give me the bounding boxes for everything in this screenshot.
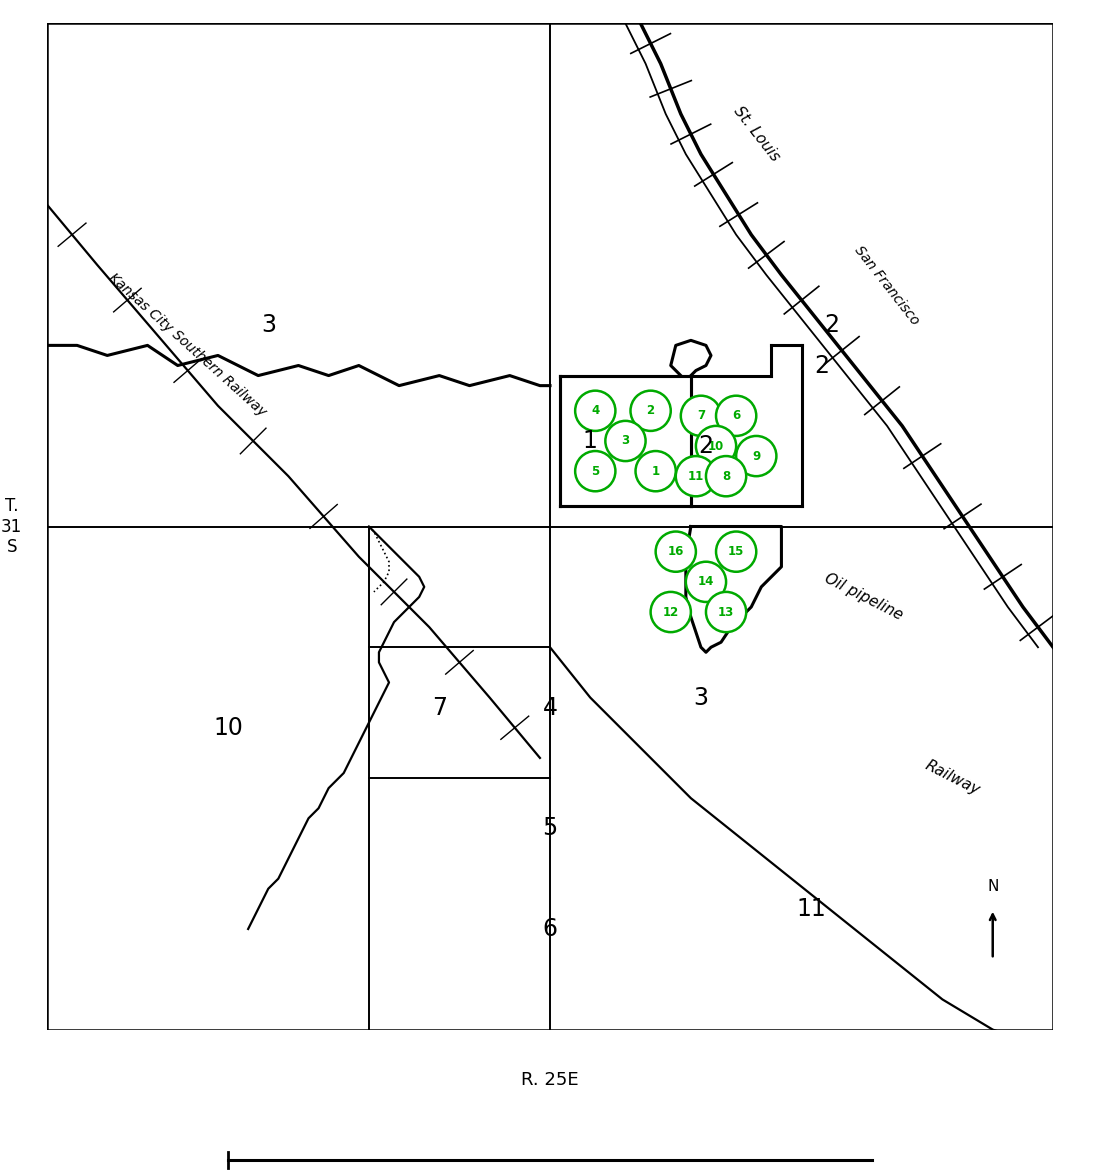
Circle shape: [681, 395, 722, 436]
Text: 1: 1: [583, 429, 597, 453]
Text: San Francisco: San Francisco: [851, 243, 922, 328]
Text: St. Louis: St. Louis: [732, 104, 783, 164]
Circle shape: [650, 592, 691, 632]
Text: 5: 5: [542, 817, 558, 840]
Text: 2: 2: [824, 314, 839, 337]
Circle shape: [716, 531, 757, 572]
Text: 12: 12: [662, 606, 679, 619]
Circle shape: [736, 436, 777, 476]
Circle shape: [575, 391, 615, 431]
Text: 13: 13: [718, 606, 734, 619]
Text: 10: 10: [708, 440, 724, 453]
Text: Kansas City Southern Railway: Kansas City Southern Railway: [107, 271, 270, 420]
Circle shape: [685, 562, 726, 601]
Text: 3: 3: [693, 686, 708, 709]
Text: T.: T.: [4, 497, 19, 515]
Text: 4: 4: [542, 696, 558, 720]
Text: 5: 5: [591, 464, 600, 477]
Text: 4: 4: [591, 405, 600, 418]
Text: 2: 2: [647, 405, 654, 418]
Circle shape: [675, 456, 716, 496]
Text: 14: 14: [697, 576, 714, 589]
Text: 8: 8: [722, 469, 730, 483]
Circle shape: [656, 531, 696, 572]
Text: 6: 6: [732, 410, 740, 422]
Circle shape: [706, 592, 746, 632]
Circle shape: [605, 421, 646, 461]
Circle shape: [636, 452, 675, 491]
Text: 10: 10: [213, 716, 243, 739]
Circle shape: [696, 426, 736, 466]
Text: 2: 2: [698, 434, 714, 457]
Circle shape: [575, 452, 615, 491]
Text: 11: 11: [688, 469, 704, 483]
Circle shape: [630, 391, 671, 431]
Text: 6: 6: [542, 917, 558, 941]
Text: 3: 3: [621, 434, 629, 447]
Text: 7: 7: [432, 696, 447, 720]
Text: 31: 31: [1, 517, 22, 536]
Text: S: S: [7, 538, 16, 556]
Text: 1: 1: [651, 464, 660, 477]
Text: Railway: Railway: [923, 758, 982, 798]
Text: 7: 7: [697, 410, 705, 422]
Text: 15: 15: [728, 545, 745, 558]
Text: 9: 9: [752, 449, 760, 462]
Circle shape: [706, 456, 746, 496]
Text: N: N: [987, 879, 999, 894]
Text: R. 25E: R. 25E: [521, 1071, 579, 1089]
Circle shape: [716, 395, 757, 436]
Text: 2: 2: [814, 353, 829, 378]
Text: 16: 16: [668, 545, 684, 558]
Text: 3: 3: [261, 314, 276, 337]
Text: Oil pipeline: Oil pipeline: [822, 571, 905, 624]
Text: 11: 11: [796, 897, 826, 921]
